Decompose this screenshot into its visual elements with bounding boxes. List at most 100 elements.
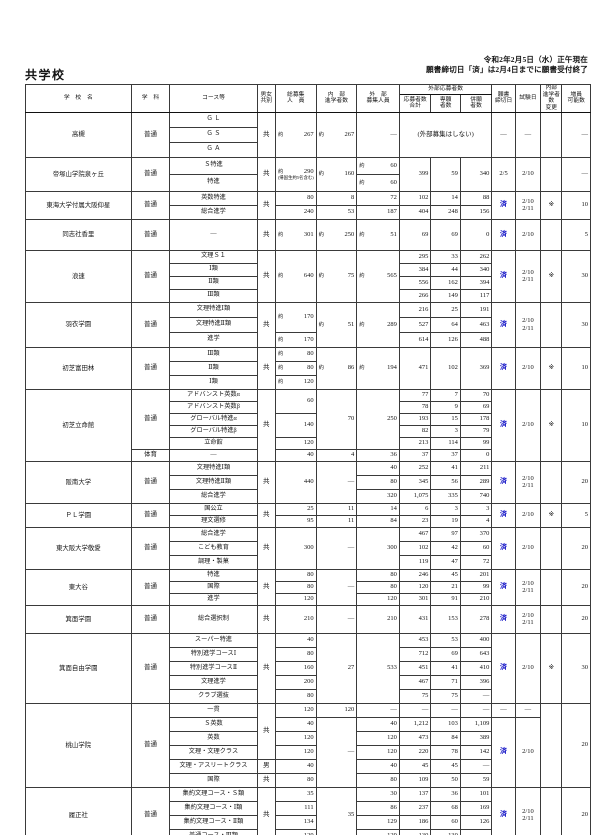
value: 370 (459, 526, 493, 542)
department: 普通 (130, 111, 171, 158)
value: 120 (315, 702, 358, 718)
col-header-sengan: 専願 者数 (430, 93, 461, 113)
school-name: 初芝立命館 (25, 388, 132, 462)
deadline-status: 済 (491, 460, 516, 504)
value: 約 160 (315, 156, 358, 192)
table-row: 調理・製菓 119 47 72 (26, 554, 591, 570)
gender: 共 (256, 786, 276, 835)
value: 69 (459, 400, 493, 414)
course: 総合進学 (169, 526, 258, 542)
course: 一貫 (169, 702, 258, 718)
school-name: 箕面自由学園 (25, 632, 132, 704)
value: 41 (430, 460, 461, 476)
table-row: 箕面学園 普通 総合選択制共 210 ― 210 431 153 278 済 2/10 2/11 20 (25, 604, 591, 634)
school-name: 同志社香里 (25, 218, 132, 251)
value: 471 (398, 346, 432, 390)
date: 2/10 (514, 156, 542, 192)
value: 9 (430, 400, 461, 414)
value: 117 (459, 288, 493, 303)
course: スーパー特進 (169, 632, 258, 648)
value: ― (315, 460, 358, 504)
value: 213 (398, 436, 432, 450)
value: 210 (274, 604, 317, 634)
value: 約 267 (274, 111, 317, 158)
value: 102 (398, 540, 432, 556)
gender: 共 (256, 702, 276, 760)
value: 8 (315, 190, 358, 206)
table-row: 帝塚山学院泉ヶ丘 普通 Ｓ特進共約 290 (帰国生約5名含む) 約 160 約 60 399 59… (25, 156, 591, 192)
gender: 共 (256, 388, 276, 462)
course: 特進 (169, 568, 258, 582)
deadline-status: 済 (491, 568, 516, 606)
value: 120 (356, 592, 400, 606)
value: 130 (398, 828, 432, 835)
department: 普通 (130, 526, 171, 570)
value: 340 (459, 156, 493, 192)
value: 40 (274, 632, 317, 648)
table-row: 進学 120 120 301 91 210 (26, 592, 591, 606)
table-row: 桃山学院 普通 一貫共 120 120 ― ― ― ― ― ― 20 (25, 702, 591, 788)
value: 5 (561, 502, 591, 528)
deadline-status: 済 (491, 346, 516, 390)
value: 266 (398, 288, 432, 303)
value: 約 301 (274, 218, 317, 251)
value: 335 (430, 488, 461, 504)
col-header-department: 学 科 (130, 84, 171, 113)
value: 82 (398, 424, 432, 438)
value: 80 (356, 474, 400, 490)
value: 72 (459, 554, 493, 570)
value: 400 (459, 632, 493, 648)
value: 45 (430, 758, 461, 774)
gender: 共 (256, 460, 276, 504)
value: 210 (356, 604, 400, 634)
value: 129 (356, 828, 400, 835)
value: 1,109 (459, 716, 493, 732)
value: 467 (398, 674, 432, 690)
value: 35 (315, 786, 358, 835)
value: 201 (459, 568, 493, 582)
course: 特別進学コースⅡ (169, 660, 258, 676)
department: 体育 (130, 448, 171, 462)
deadline-note: 願書締切日「済」は2月4日までに願書受付終了 (426, 65, 588, 75)
value: 40 (274, 716, 317, 732)
value: 60 (274, 388, 317, 414)
value: 252 (398, 460, 432, 476)
course: 集約文理コース・Ⅰ類 (169, 800, 258, 816)
value: 21 (430, 580, 461, 594)
change-mark (540, 526, 563, 570)
value: 178 (459, 412, 493, 426)
value: 47 (430, 554, 461, 570)
value: 44 (430, 262, 461, 277)
value: 120 (274, 436, 317, 450)
deadline-status: 済 (491, 526, 516, 570)
value: 301 (398, 592, 432, 606)
value: 80 (274, 772, 317, 788)
gender: 共 (256, 156, 276, 192)
value: 40 (356, 716, 400, 732)
value: 84 (430, 730, 461, 746)
value: ― (430, 702, 461, 718)
course: 総合進学 (169, 488, 258, 504)
deadline-status: 済 (491, 218, 516, 251)
value: 80 (356, 580, 400, 594)
course: 英数特進 (169, 190, 258, 206)
course: Ｇ Ａ (169, 141, 258, 158)
course: グローバル特進β (169, 424, 258, 438)
school-name: 高槻 (25, 111, 132, 158)
gender: 共 (256, 604, 276, 634)
value: 約 51 (356, 218, 400, 251)
change-mark: ※ (540, 632, 563, 704)
value: 120 (274, 730, 317, 746)
value: ― (356, 111, 400, 158)
value: 3 (459, 502, 493, 516)
course: Ⅱ類 (169, 275, 258, 290)
header-row-2: 応募者数 合計 専願 者数 併願 者数 (26, 93, 591, 113)
course: 文理特進Ⅰ類 (169, 460, 258, 476)
course: Ｓ特進 (169, 156, 258, 175)
value: 56 (430, 474, 461, 490)
value: 137 (398, 786, 432, 802)
value: 86 (356, 800, 400, 816)
course: Ⅲ類 (169, 346, 258, 362)
department: 普通 (130, 604, 171, 634)
value: 約 170 (274, 301, 317, 333)
